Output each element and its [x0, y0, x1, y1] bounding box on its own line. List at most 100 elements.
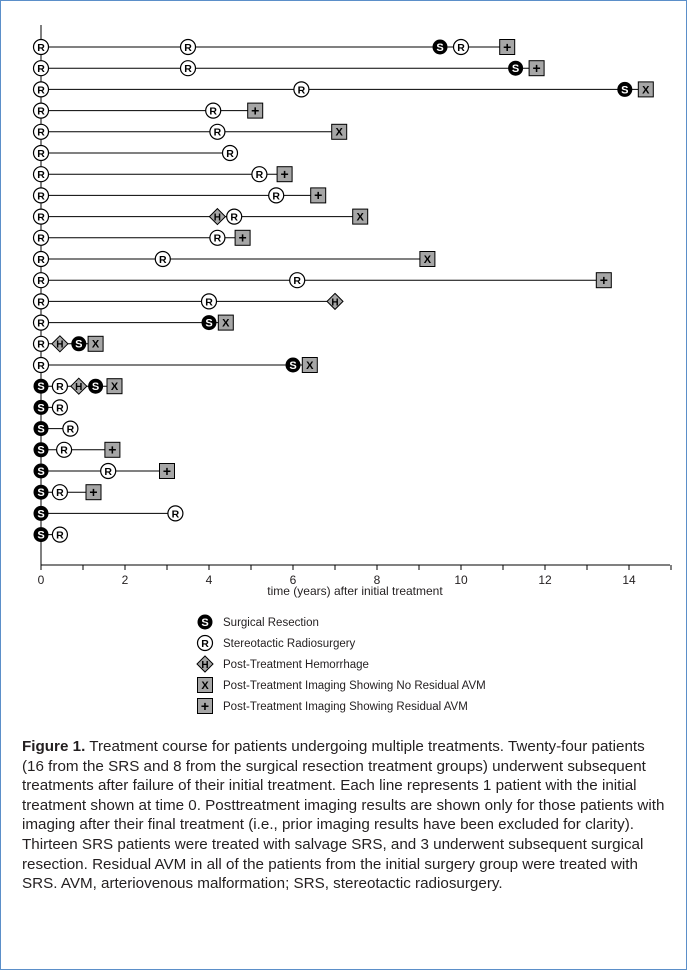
- svg-text:X: X: [306, 360, 314, 372]
- x-tick-label: 6: [290, 573, 297, 587]
- event-marker-post-treatment-hemorrhage: H: [208, 207, 227, 226]
- legend-item: R Stereotactic Radiosurgery: [196, 634, 356, 652]
- event-marker-post-treatment-imaging-showing-no-residual-avm: X: [637, 81, 654, 98]
- svg-text:R: R: [56, 487, 64, 499]
- legend-label: Post-Treatment Hemorrhage: [223, 659, 369, 671]
- legend-symbol: R: [196, 634, 214, 652]
- x-tick-label: 10: [454, 573, 468, 587]
- event-marker-stereotactic-radiosurgery: R: [226, 208, 243, 225]
- legend-label: Surgical Resection: [223, 617, 319, 629]
- svg-text:+: +: [281, 166, 289, 182]
- patient-rows: R R S R +R R S +R R S XR R +R R XR RR R +R R +R H R XR R +R R XR R +…: [32, 38, 654, 543]
- svg-text:R: R: [37, 212, 45, 224]
- event-marker-surgical-resection: S: [617, 81, 633, 97]
- event-marker-post-treatment-imaging-showing-residual-avm: +: [234, 230, 251, 246]
- caption-label: Figure 1.: [22, 738, 86, 755]
- patient-row: R R S +: [32, 60, 545, 77]
- svg-text:R: R: [159, 254, 167, 266]
- event-marker-post-treatment-imaging-showing-residual-avm: +: [276, 166, 293, 183]
- event-marker-post-treatment-imaging-showing-residual-avm: +: [595, 272, 612, 289]
- x-tick-label: 12: [538, 573, 552, 587]
- event-marker-stereotactic-radiosurgery: R: [289, 272, 306, 289]
- treatment-timeline-chart: 0 2 4 6 8 10 12 14 R R S R +R R S +R R S XR R +R R XR RR R +R R +R…: [32, 25, 672, 714]
- svg-text:R: R: [214, 127, 222, 139]
- event-marker-surgical-resection: S: [508, 60, 524, 76]
- event-marker-surgical-resection: S: [432, 39, 448, 55]
- svg-text:+: +: [108, 442, 116, 458]
- event-marker-stereotactic-radiosurgery: R: [62, 420, 79, 437]
- legend-label: Stereotactic Radiosurgery: [223, 638, 356, 650]
- event-marker-stereotactic-radiosurgery: R: [452, 38, 470, 56]
- event-marker-stereotactic-radiosurgery: R: [51, 399, 69, 416]
- legend-symbol: H: [196, 655, 214, 673]
- event-marker-post-treatment-imaging-showing-no-residual-avm: X: [301, 357, 318, 373]
- event-marker-post-treatment-imaging-showing-no-residual-avm: X: [217, 314, 234, 331]
- svg-text:R: R: [67, 424, 75, 436]
- patient-row: R R +: [32, 187, 327, 204]
- svg-text:R: R: [37, 318, 45, 330]
- svg-text:X: X: [201, 680, 209, 692]
- svg-text:H: H: [56, 340, 63, 351]
- event-marker-stereotactic-radiosurgery: R: [221, 144, 239, 162]
- x-tick-label: 14: [622, 573, 636, 587]
- svg-text:H: H: [214, 213, 221, 224]
- event-marker-surgical-resection: S: [33, 527, 49, 543]
- event-marker-stereotactic-radiosurgery: R: [32, 81, 50, 98]
- patient-row: R R +: [32, 272, 612, 289]
- svg-text:R: R: [298, 84, 306, 96]
- svg-text:R: R: [214, 233, 222, 245]
- svg-text:X: X: [424, 254, 432, 266]
- svg-text:R: R: [37, 169, 45, 181]
- svg-text:R: R: [256, 169, 264, 181]
- event-marker-stereotactic-radiosurgery: R: [51, 526, 69, 543]
- event-marker-post-treatment-hemorrhage: H: [70, 377, 88, 395]
- event-marker-surgical-resection: S: [33, 484, 49, 500]
- figure-caption: Figure 1. Treatment course for patients …: [22, 737, 670, 894]
- event-marker-stereotactic-radiosurgery: R: [32, 60, 50, 77]
- svg-text:R: R: [209, 106, 217, 118]
- event-marker-stereotactic-radiosurgery: R: [32, 250, 50, 268]
- x-axis-label: time (years) after initial treatment: [267, 584, 443, 598]
- event-marker-stereotactic-radiosurgery: R: [32, 166, 50, 183]
- axes: 0 2 4 6 8 10 12 14: [38, 25, 672, 587]
- legend-label: Post-Treatment Imaging Showing Residual …: [223, 701, 468, 713]
- svg-text:S: S: [37, 530, 44, 542]
- svg-text:+: +: [239, 230, 247, 246]
- svg-text:R: R: [172, 508, 180, 520]
- svg-text:S: S: [37, 445, 44, 457]
- event-marker-stereotactic-radiosurgery: R: [32, 102, 50, 119]
- event-marker-stereotactic-radiosurgery: R: [268, 187, 285, 204]
- svg-text:S: S: [37, 381, 44, 393]
- event-marker-surgical-resection: S: [33, 378, 49, 394]
- legend-label: Post-Treatment Imaging Showing No Residu…: [223, 680, 486, 692]
- svg-text:+: +: [503, 39, 511, 55]
- event-marker-surgical-resection: S: [33, 505, 49, 521]
- svg-text:R: R: [272, 190, 280, 202]
- svg-text:R: R: [230, 212, 238, 224]
- svg-text:R: R: [56, 530, 64, 542]
- legend-symbol: +: [197, 698, 213, 714]
- svg-text:R: R: [293, 275, 301, 287]
- svg-text:R: R: [37, 106, 45, 118]
- svg-text:R: R: [37, 233, 45, 245]
- svg-text:S: S: [205, 318, 212, 330]
- svg-text:H: H: [201, 660, 208, 671]
- svg-text:+: +: [251, 102, 259, 118]
- caption-text: Treatment course for patients undergoing…: [22, 738, 665, 893]
- event-marker-post-treatment-imaging-showing-no-residual-avm: X: [419, 251, 436, 267]
- event-marker-surgical-resection: S: [33, 442, 49, 458]
- event-marker-post-treatment-imaging-showing-no-residual-avm: X: [331, 123, 348, 140]
- svg-text:X: X: [642, 84, 650, 96]
- svg-text:+: +: [89, 484, 97, 500]
- event-marker-surgical-resection: S: [71, 336, 87, 352]
- patient-row: S R +: [33, 484, 102, 501]
- event-marker-stereotactic-radiosurgery: R: [209, 229, 226, 246]
- svg-text:+: +: [314, 187, 322, 203]
